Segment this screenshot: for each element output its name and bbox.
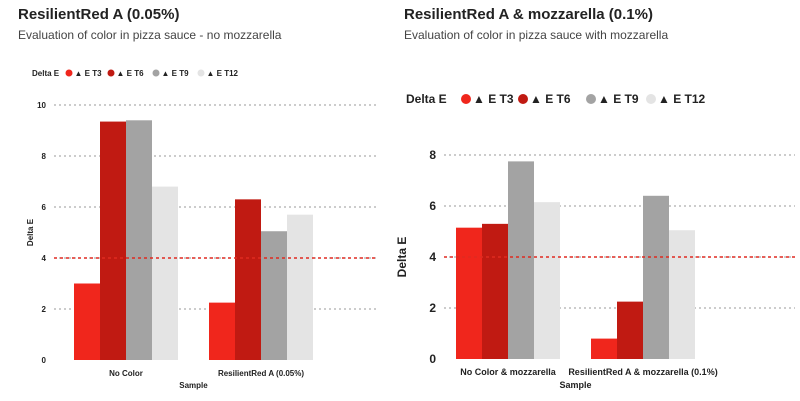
bar-e-t12-2 bbox=[287, 214, 313, 360]
bar-e-t3-1 bbox=[74, 283, 100, 360]
legend-label: ▲ E T3 bbox=[75, 69, 103, 78]
legend-swatch bbox=[461, 94, 471, 104]
legend-swatch bbox=[586, 94, 596, 104]
x-axis-label: Sample bbox=[559, 380, 591, 390]
y-tick-label: 8 bbox=[429, 148, 436, 162]
x-axis-label: Sample bbox=[179, 381, 208, 390]
chart-subtitle: Evaluation of color in pizza sauce with … bbox=[404, 28, 669, 42]
bar-e-t3-2 bbox=[209, 302, 235, 360]
y-axis-label: Delta E bbox=[26, 218, 35, 246]
legend-swatch bbox=[197, 69, 205, 77]
y-tick-label: 4 bbox=[42, 254, 47, 263]
y-axis-label: Delta E bbox=[395, 237, 409, 278]
y-tick-label: 10 bbox=[37, 101, 46, 110]
y-tick-label: 6 bbox=[42, 203, 47, 212]
category-label: No Color & mozzarella bbox=[460, 367, 557, 377]
bar-e-t6-1 bbox=[100, 121, 126, 360]
y-tick-label: 8 bbox=[42, 152, 47, 161]
legend-swatch bbox=[152, 69, 160, 77]
bar-e-t6-2 bbox=[235, 199, 261, 360]
legend-title: Delta E bbox=[32, 69, 60, 78]
legend-label: ▲ E T9 bbox=[162, 69, 190, 78]
category-label: ResilientRed A (0.05%) bbox=[218, 369, 304, 378]
bar-e-t12-2 bbox=[669, 230, 695, 359]
bar-e-t9-2 bbox=[261, 231, 287, 360]
chart-panel-left: ResilientRed A (0.05%) Evaluation of col… bbox=[0, 0, 390, 401]
bar-chart-left: 0 2 4 6 8 10 No Color ResilientRed A (0.05%) Sam… bbox=[26, 69, 378, 390]
chart-subtitle: Evaluation of color in pizza sauce - no … bbox=[18, 28, 282, 42]
legend-swatch bbox=[646, 94, 656, 104]
category-label: ResilientRed A & mozzarella (0.1%) bbox=[568, 367, 717, 377]
bar-e-t9-1 bbox=[508, 161, 534, 359]
legend-swatch bbox=[518, 94, 528, 104]
legend-label: ▲ E T6 bbox=[530, 92, 571, 106]
y-tick-label: 2 bbox=[429, 301, 436, 315]
bar-e-t6-2 bbox=[617, 301, 643, 359]
y-tick-label: 6 bbox=[429, 199, 436, 213]
y-tick-label: 4 bbox=[429, 250, 436, 264]
legend-label: ▲ E T3 bbox=[473, 92, 514, 106]
bar-e-t12-1 bbox=[152, 186, 178, 360]
chart-title: ResilientRed A (0.05%) bbox=[18, 6, 180, 23]
legend-title: Delta E bbox=[406, 92, 447, 106]
bar-e-t3-1 bbox=[456, 227, 482, 359]
category-label: No Color bbox=[109, 369, 143, 378]
chart-title: ResilientRed A & mozzarella (0.1%) bbox=[404, 6, 653, 23]
legend-label: ▲ E T9 bbox=[598, 92, 639, 106]
bar-chart-right: 0 2 4 6 8 No Color & mozzarella ResilientRed A… bbox=[395, 92, 795, 390]
y-tick-label: 2 bbox=[42, 305, 47, 314]
legend-swatch bbox=[65, 69, 73, 77]
legend-label: ▲ E T12 bbox=[207, 69, 239, 78]
y-tick-label: 0 bbox=[429, 352, 436, 366]
bar-e-t9-2 bbox=[643, 195, 669, 359]
legend-label: ▲ E T12 bbox=[658, 92, 706, 106]
legend-swatch bbox=[107, 69, 115, 77]
chart-panel-right: ResilientRed A & mozzarella (0.1%) Evalu… bbox=[390, 0, 800, 401]
bar-e-t9-1 bbox=[126, 120, 152, 360]
bar-e-t12-1 bbox=[534, 202, 560, 359]
bar-e-t6-1 bbox=[482, 223, 508, 359]
y-tick-label: 0 bbox=[42, 356, 47, 365]
legend-label: ▲ E T6 bbox=[117, 69, 145, 78]
bar-e-t3-2 bbox=[591, 338, 617, 359]
